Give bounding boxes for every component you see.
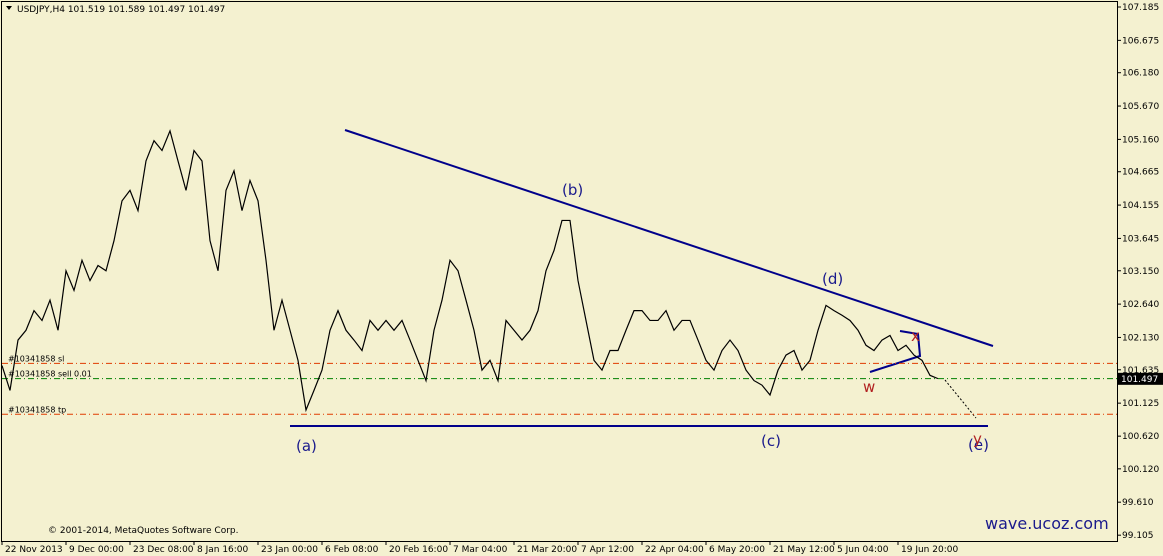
y-tick-label: 99.610	[1122, 498, 1154, 508]
last-price-label: 101.497	[1121, 375, 1158, 385]
y-tick-label: 105.670	[1122, 102, 1159, 112]
y-tick-label: 101.635	[1122, 366, 1159, 376]
x-tick-label: 9 Dec 00:00	[69, 545, 124, 555]
x-tick-label: 21 Mar 20:00	[517, 545, 577, 555]
y-tick-label: 100.620	[1122, 432, 1159, 442]
wave-label: x	[911, 327, 920, 345]
price-line	[1, 129, 939, 413]
y-tick-label: 102.130	[1122, 333, 1159, 343]
y-tick-label: 107.185	[1122, 3, 1159, 13]
y-tick-label: 103.150	[1122, 267, 1159, 277]
y-tick-label: 104.665	[1122, 168, 1159, 178]
y-tick-label: 102.640	[1122, 300, 1159, 310]
x-tick-label: 19 Jun 20:00	[901, 545, 958, 555]
x-tick-label: 6 Feb 08:00	[325, 545, 379, 555]
triangle-line	[869, 330, 922, 373]
trendline-upper	[344, 129, 994, 347]
wave-label: (b)	[562, 181, 583, 199]
copyright: © 2001-2014, MetaQuotes Software Corp.	[48, 526, 239, 536]
x-tick-label: 22 Nov 2013	[5, 545, 63, 555]
plot-frame	[1, 1, 1118, 542]
y-tick-label: 104.155	[1122, 201, 1159, 211]
y-tick-label: 105.160	[1122, 135, 1159, 145]
wave-label: (d)	[822, 270, 843, 288]
x-tick-label: 21 May 12:00	[773, 545, 835, 555]
x-tick-label: 22 Apr 04:00	[645, 545, 704, 555]
chart-title: USDJPY,H4 101.519 101.589 101.497 101.49…	[17, 5, 225, 15]
order-label: #10341858 sell 0.01	[8, 370, 92, 379]
x-tick-label: 6 May 20:00	[709, 545, 765, 555]
y-tick-label: 101.125	[1122, 399, 1159, 409]
x-tick-label: 23 Dec 08:00	[133, 545, 194, 555]
last-price-marker	[1117, 372, 1163, 385]
order-label: #10341858 tp	[8, 405, 66, 414]
y-tick-label: 106.675	[1122, 36, 1159, 46]
wave-label: y	[973, 430, 982, 448]
x-tick-label: 23 Jan 00:00	[261, 545, 318, 555]
symbol-icon	[6, 6, 12, 10]
x-tick-label: 20 Feb 16:00	[389, 545, 448, 555]
x-tick-label: 7 Apr 12:00	[581, 545, 634, 555]
x-tick-label: 7 Mar 04:00	[453, 545, 508, 555]
x-tick-label: 8 Jan 16:00	[197, 545, 249, 555]
wave-label: (a)	[296, 437, 317, 455]
x-tick-label: 5 Jun 04:00	[837, 545, 889, 555]
y-tick-label: 100.120	[1122, 465, 1159, 475]
y-tick-label: 99.105	[1122, 531, 1154, 541]
wave-label: (e)	[968, 436, 989, 454]
projection-line	[944, 379, 977, 419]
order-label: #10341858 sl	[8, 354, 64, 363]
wave-label: w	[863, 378, 875, 396]
watermark: wave.ucoz.com	[985, 514, 1109, 533]
y-tick-label: 106.180	[1122, 69, 1159, 79]
y-tick-label: 103.645	[1122, 234, 1159, 244]
wave-label: (c)	[761, 432, 781, 450]
